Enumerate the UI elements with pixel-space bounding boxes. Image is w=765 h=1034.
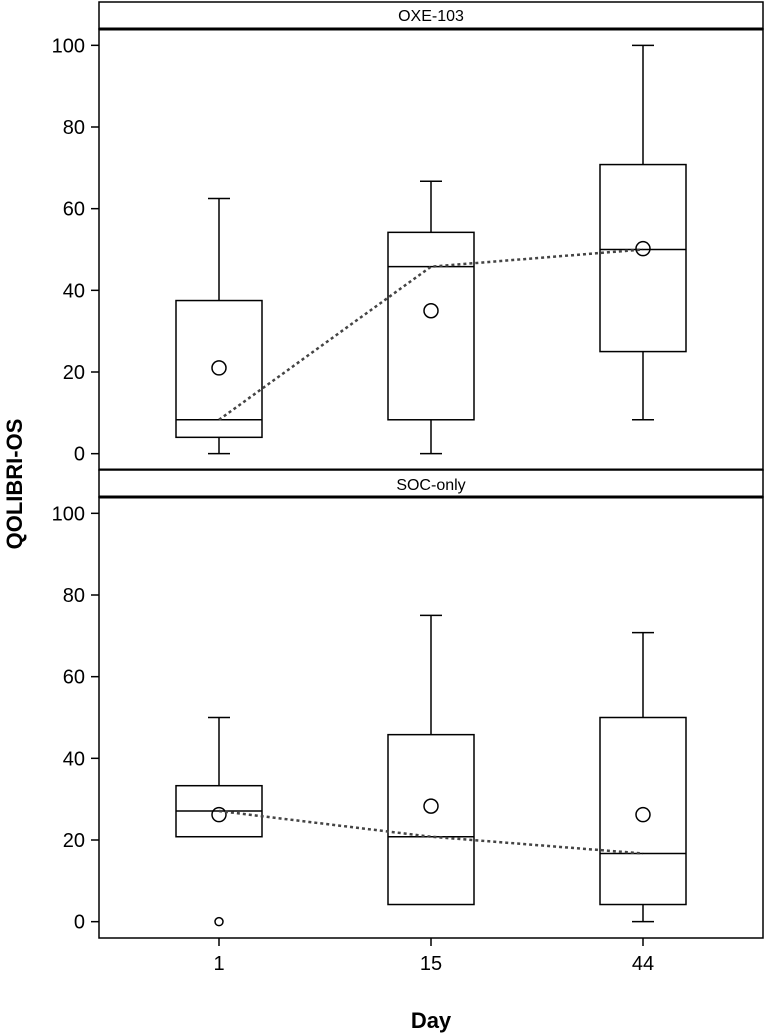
x-tick-label-15: 15 xyxy=(420,953,442,975)
y-tick-label-soc-20: 20 xyxy=(63,830,85,852)
mean-soc-day-1 xyxy=(211,806,227,823)
y-tick-label-oxe-100: 100 xyxy=(52,35,85,57)
box-soc-day-44 xyxy=(599,716,687,906)
mean-oxe-day-15 xyxy=(423,303,439,319)
x-tick-label-1: 1 xyxy=(213,953,224,975)
median-trend-line-oxe xyxy=(218,248,644,421)
y-tick-label-oxe-20: 20 xyxy=(63,362,85,384)
mean-soc-day-15 xyxy=(423,798,439,814)
y-tick-label-soc-0: 0 xyxy=(74,912,85,934)
box-oxe-day-1 xyxy=(175,299,263,439)
y-tick-label-soc-40: 40 xyxy=(63,748,85,770)
box-oxe-day-44 xyxy=(599,163,687,353)
y-tick-label-oxe-80: 80 xyxy=(63,117,85,139)
y-tick-label-soc-80: 80 xyxy=(63,585,85,607)
y-tick-label-oxe-60: 60 xyxy=(63,199,85,221)
y-tick-label-soc-100: 100 xyxy=(52,503,85,525)
y-tick-label-oxe-40: 40 xyxy=(63,280,85,302)
panel-soc-strip xyxy=(98,469,764,498)
mean-oxe-day-44 xyxy=(635,240,651,257)
y-axis-title: QOLIBRI-OS xyxy=(2,419,27,550)
x-tick-label-44: 44 xyxy=(632,953,654,975)
outlier-soc-day-1-0 xyxy=(214,916,224,927)
x-axis-title: Day xyxy=(411,1008,452,1033)
y-tick-label-oxe-0: 0 xyxy=(74,444,85,466)
median-trend-line-soc xyxy=(218,809,644,855)
chart-marks: 0 20 40 60 80 100 0 20 40 60 80 100 1 15 44 xyxy=(52,35,687,975)
mean-soc-day-44 xyxy=(635,806,651,823)
panel-soc-label: SOC-only xyxy=(396,477,465,494)
y-tick-label-soc-60: 60 xyxy=(63,667,85,689)
mean-oxe-day-1 xyxy=(211,360,227,376)
panel-oxe-label: OXE-103 xyxy=(398,8,464,25)
panel-oxe-strip xyxy=(98,1,764,30)
box-oxe-day-15 xyxy=(387,231,475,421)
box-soc-day-15 xyxy=(387,733,475,906)
